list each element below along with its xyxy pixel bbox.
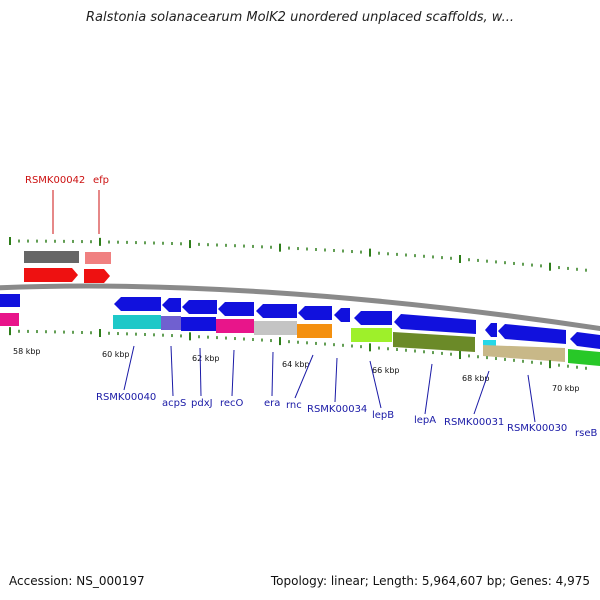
gene-label[interactable]: rnc [286, 400, 302, 411]
gene-track-rsmk00030[interactable] [483, 345, 565, 362]
gene-track-rnc[interactable] [297, 324, 332, 338]
gene-label[interactable]: rseB [575, 428, 597, 439]
footer-accession: Accession: NS_000197 [9, 574, 145, 588]
label-line-lepa [424, 363, 433, 415]
gene-arrow-rsmk00040[interactable] [114, 297, 161, 311]
gene-track-pdxj[interactable] [181, 317, 216, 331]
gene-arrow-rnc[interactable] [298, 306, 332, 320]
tick-label: 70 kbp [552, 384, 580, 393]
gene-label[interactable]: RSMK00031 [444, 417, 504, 428]
label-line-reco [231, 349, 235, 397]
genome-backbone [0, 283, 600, 332]
gene-arrow-rseb[interactable] [570, 332, 600, 349]
gene-track-lepa[interactable] [393, 332, 475, 352]
gene-track-rsmk00031[interactable] [483, 340, 496, 347]
gene-label[interactable]: RSMK00040 [96, 392, 156, 403]
label-line-acps [170, 345, 174, 397]
forward-gene-track-efp[interactable] [85, 252, 111, 264]
reverse-strand [0, 294, 600, 366]
label-line-rsmk00031 [473, 370, 490, 415]
forward-gene-arrow-efp[interactable] [84, 269, 110, 283]
gene-arrow-reco[interactable] [218, 302, 254, 316]
gene-track-lepb[interactable] [351, 328, 392, 342]
gene-arrow-pdxj[interactable] [182, 300, 217, 314]
label-line-era [271, 351, 274, 397]
gene-label[interactable]: RSMK00030 [507, 423, 567, 434]
gene-track-acps[interactable] [161, 316, 181, 330]
label-line-pdxj [199, 347, 202, 397]
gene-label[interactable]: recO [220, 398, 244, 409]
gene-track-reco[interactable] [216, 319, 254, 333]
reverse-gene-labels: RSMK00040 acpS pdxJ recO era rnc RSMK000… [96, 392, 597, 439]
gene-label[interactable]: lepB [372, 410, 394, 421]
gene-arrow-lepb[interactable] [354, 311, 392, 325]
gene-label[interactable]: era [264, 398, 280, 409]
gene-track-rsmk00040[interactable] [113, 315, 161, 329]
gene-arrow-rsmk00034[interactable] [334, 308, 350, 322]
lower-tick-row [9, 327, 587, 370]
gene-label[interactable]: pdxJ [191, 398, 213, 409]
label-line-rsmk00034 [334, 357, 338, 403]
gene-track-era[interactable] [254, 321, 297, 335]
gene-track-rseb[interactable] [568, 349, 600, 366]
tick-label: 64 kbp [282, 360, 310, 369]
gene-arrow-left-edge[interactable] [0, 294, 20, 307]
gene-arrow-lepa[interactable] [394, 314, 476, 334]
tick-label: 60 kbp [102, 350, 130, 359]
label-line-lepb [369, 360, 382, 409]
tick-labels: 58 kbp 60 kbp 62 kbp 64 kbp 66 kbp 68 kb… [13, 347, 580, 393]
page-title: Ralstonia solanacearum MolK2 unordered u… [85, 10, 514, 25]
reverse-label-lines [123, 345, 536, 423]
gene-arrow-rsmk00031[interactable] [485, 323, 497, 337]
forward-gene-label[interactable]: RSMK00042 [25, 175, 85, 186]
gene-arrow-era[interactable] [256, 304, 297, 318]
gene-arrow-rsmk00030[interactable] [498, 324, 566, 344]
footer-stats: Topology: linear; Length: 5,964,607 bp; … [270, 574, 590, 588]
gene-label[interactable]: lepA [414, 415, 436, 426]
forward-strand: RSMK00042 efp [24, 175, 111, 283]
label-line-rsmk00030 [527, 374, 536, 423]
forward-gene-label[interactable]: efp [93, 175, 109, 186]
forward-gene-arrow-rsmk00042[interactable] [24, 268, 78, 282]
tick-label: 68 kbp [462, 374, 490, 383]
gene-arrow-acps[interactable] [162, 298, 181, 312]
label-line-rsmk00040 [123, 345, 135, 391]
tick-label: 62 kbp [192, 354, 220, 363]
forward-gene-track-rsmk00042[interactable] [24, 251, 79, 263]
upper-tick-row [9, 237, 587, 272]
tick-label: 58 kbp [13, 347, 41, 356]
gene-track-left-edge[interactable] [0, 313, 19, 326]
tick-label: 66 kbp [372, 366, 400, 375]
gene-label[interactable]: RSMK00034 [307, 404, 367, 415]
label-line-rnc [294, 354, 314, 399]
gene-label[interactable]: acpS [162, 398, 186, 409]
